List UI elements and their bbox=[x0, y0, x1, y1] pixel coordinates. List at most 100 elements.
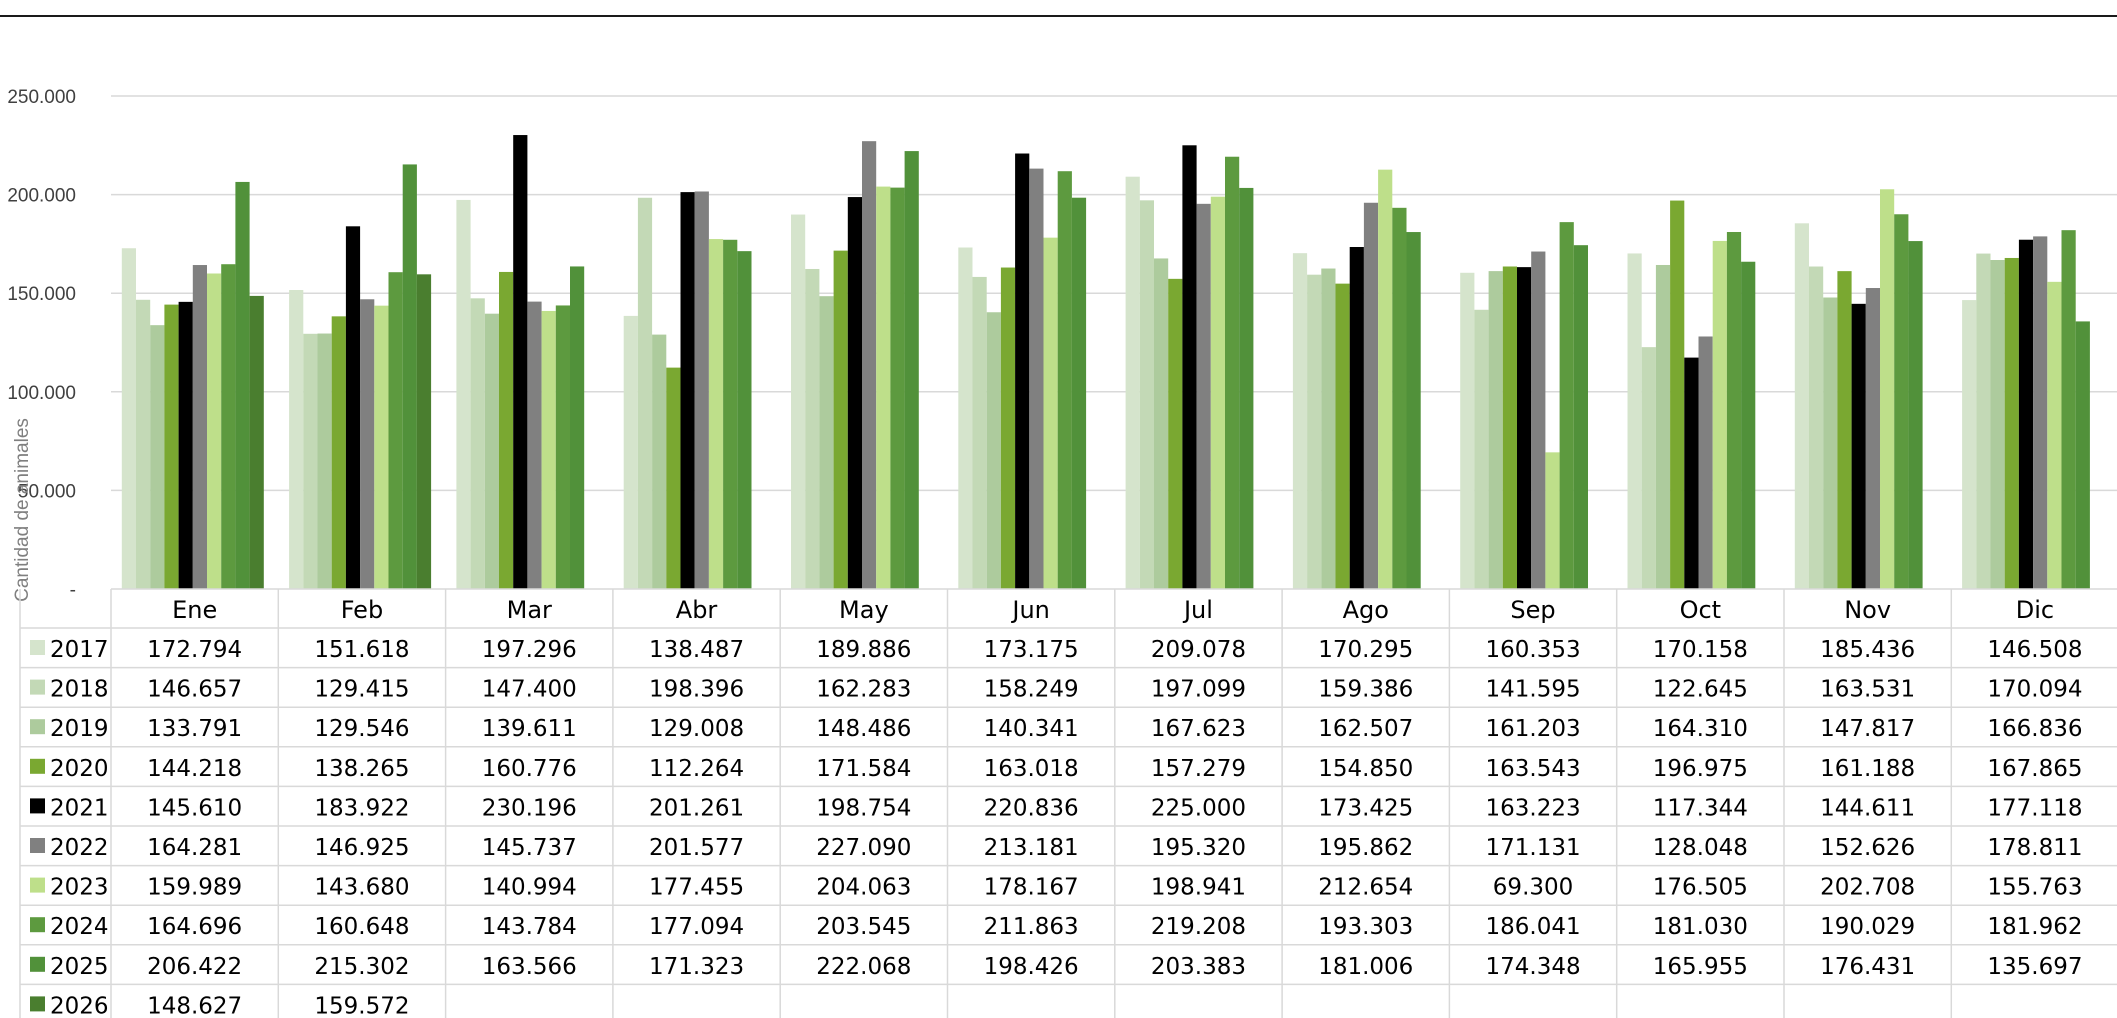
x-tick-label-mar: Mar bbox=[507, 596, 552, 624]
data-label-2021-mar: 230.196 bbox=[482, 795, 577, 821]
legend-label-2017: 2017 bbox=[50, 637, 109, 663]
bar-2024-mar bbox=[555, 305, 570, 589]
y-tick-label: 250.000 bbox=[7, 87, 76, 108]
bar-2022-sep bbox=[1531, 251, 1546, 589]
bar-2017-ago bbox=[1292, 253, 1308, 589]
bar-2022-feb bbox=[360, 299, 375, 589]
bar-2025-jun bbox=[1071, 197, 1087, 590]
data-label-2024-nov: 190.029 bbox=[1820, 914, 1915, 940]
data-label-2019-sep: 161.203 bbox=[1485, 716, 1580, 742]
data-label-2022-dic: 178.811 bbox=[1987, 835, 2082, 861]
data-label-2021-jul: 225.000 bbox=[1151, 795, 1246, 821]
data-label-2025-jul: 203.383 bbox=[1151, 954, 1246, 980]
bar-2019-oct bbox=[1655, 264, 1671, 589]
x-tick-label-dic: Dic bbox=[2016, 596, 2054, 624]
bar-2023-dic bbox=[2047, 281, 2062, 589]
data-label-2017-jun: 173.175 bbox=[984, 637, 1079, 663]
gridlines bbox=[111, 95, 2117, 492]
bar-2022-jul bbox=[1196, 203, 1211, 589]
bar-2024-ene bbox=[221, 264, 236, 589]
bar-2020-ene bbox=[164, 304, 179, 589]
bar-2021-feb bbox=[345, 226, 361, 589]
bar-2019-ene bbox=[150, 325, 165, 589]
legend-swatch-2025 bbox=[30, 956, 45, 972]
bar-2021-oct bbox=[1684, 357, 1699, 589]
data-label-2017-sep: 160.353 bbox=[1485, 637, 1580, 663]
bar-2023-may bbox=[876, 186, 891, 589]
bar-2017-jun bbox=[958, 247, 973, 589]
y-tick-label: 50.000 bbox=[18, 481, 76, 502]
data-label-2020-nov: 161.188 bbox=[1820, 756, 1915, 782]
bar-2019-sep bbox=[1488, 271, 1503, 589]
data-label-2025-nov: 176.431 bbox=[1820, 954, 1915, 980]
bar-2018-dic bbox=[1976, 253, 1991, 589]
bar-2025-oct bbox=[1741, 261, 1756, 589]
bar-2019-dic bbox=[1990, 259, 2005, 589]
data-label-2020-ago: 154.850 bbox=[1318, 756, 1413, 782]
bar-2020-ago bbox=[1335, 283, 1350, 589]
data-label-2021-dic: 177.118 bbox=[1987, 795, 2082, 821]
legend-swatch-2021 bbox=[30, 798, 45, 814]
legend-label-2021: 2021 bbox=[50, 795, 109, 821]
legend-swatch-2023 bbox=[30, 877, 45, 893]
bar-2021-abr bbox=[680, 192, 695, 589]
bar-2023-sep bbox=[1545, 452, 1560, 589]
bar-2017-jul bbox=[1125, 176, 1140, 589]
data-label-2018-mar: 147.400 bbox=[482, 677, 577, 703]
bar-2025-jul bbox=[1239, 187, 1254, 590]
bar-2025-may bbox=[904, 151, 919, 589]
legend-label-2019: 2019 bbox=[50, 716, 109, 742]
bar-2020-nov bbox=[1837, 271, 1852, 589]
bar-2021-jun bbox=[1015, 153, 1030, 589]
bar-2025-sep bbox=[1573, 245, 1588, 590]
bar-2018-oct bbox=[1641, 347, 1656, 589]
data-label-2025-abr: 171.323 bbox=[649, 954, 744, 980]
legend-swatch-2020 bbox=[30, 758, 45, 774]
legend-label-2020: 2020 bbox=[50, 756, 109, 782]
y-tick-label: 100.000 bbox=[7, 383, 76, 404]
bar-2025-dic bbox=[2075, 321, 2090, 589]
data-label-2020-oct: 196.975 bbox=[1653, 756, 1748, 782]
bar-2020-may bbox=[833, 250, 848, 589]
bar-2023-oct bbox=[1712, 240, 1727, 590]
bar-2024-dic bbox=[2061, 230, 2076, 589]
bar-2020-oct bbox=[1670, 200, 1685, 589]
data-label-2024-may: 203.545 bbox=[816, 914, 911, 940]
bar-2022-nov bbox=[1865, 288, 1880, 589]
bar-2025-ene bbox=[235, 181, 250, 589]
data-table: Ene Feb Mar Abr May Jun Jul Ago Sep Oct Nov Dic 2017… bbox=[19, 588, 2117, 1018]
x-tick-label-jun: Jun bbox=[1010, 596, 1050, 624]
bar-2018-feb bbox=[303, 333, 318, 589]
bar-2025-ago bbox=[1406, 232, 1421, 590]
bar-2020-feb bbox=[331, 316, 346, 589]
x-tick-label-sep: Sep bbox=[1510, 596, 1555, 624]
data-label-2020-jun: 163.018 bbox=[984, 756, 1079, 782]
data-label-2023-abr: 177.455 bbox=[649, 875, 744, 901]
x-tick-label-nov: Nov bbox=[1844, 596, 1891, 624]
bar-2017-mar bbox=[456, 199, 471, 589]
data-label-2021-may: 198.754 bbox=[816, 795, 911, 821]
y-axis-label: Cantidad de animales bbox=[12, 418, 33, 602]
bar-2023-mar bbox=[541, 310, 556, 589]
bar-2020-mar bbox=[499, 271, 514, 589]
bar-2026-ene bbox=[249, 295, 264, 589]
bar-2024-nov bbox=[1894, 214, 1909, 589]
data-label-2023-mar: 140.994 bbox=[482, 875, 577, 901]
data-label-2019-jul: 167.623 bbox=[1151, 716, 1246, 742]
data-label-2019-dic: 166.836 bbox=[1987, 716, 2082, 742]
data-label-2020-sep: 163.543 bbox=[1485, 756, 1580, 782]
bar-2021-may bbox=[847, 197, 862, 589]
bar-2018-nov bbox=[1809, 266, 1824, 589]
data-label-2023-feb: 143.680 bbox=[314, 875, 409, 901]
bar-2022-jun bbox=[1029, 168, 1044, 590]
bar-2019-feb bbox=[317, 333, 332, 589]
bar-2018-ene bbox=[136, 299, 151, 589]
data-label-2023-jun: 178.167 bbox=[984, 875, 1079, 901]
data-label-2024-feb: 160.648 bbox=[314, 914, 409, 940]
bar-2020-dic bbox=[2004, 257, 2019, 589]
bar-2022-ago bbox=[1363, 202, 1379, 589]
data-label-2018-ago: 159.386 bbox=[1318, 677, 1413, 703]
data-label-2021-ene: 145.610 bbox=[147, 795, 242, 821]
data-label-2020-jul: 157.279 bbox=[1151, 756, 1246, 782]
